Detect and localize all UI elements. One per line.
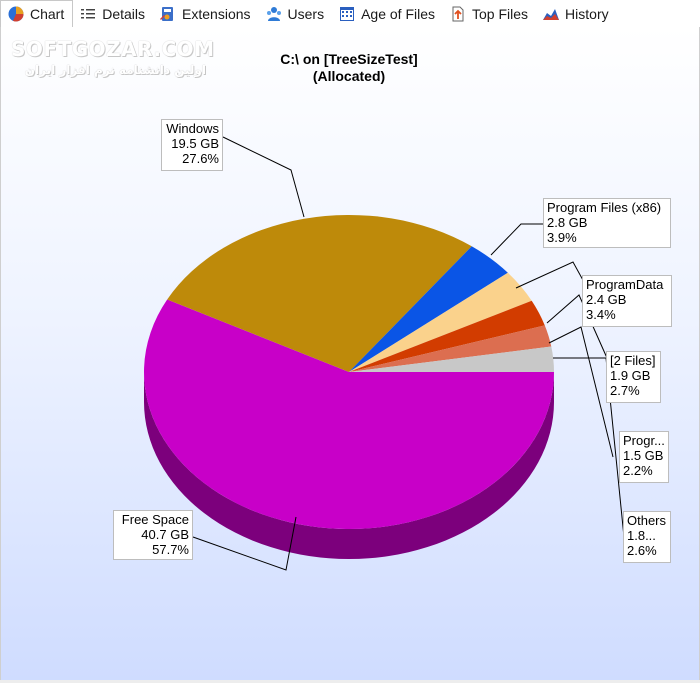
tab-age-of-files[interactable]: Age of Files	[332, 0, 443, 27]
pie-chart	[143, 136, 627, 571]
users-icon	[265, 5, 283, 23]
chart-title: C:\ on [TreeSizeTest] (Allocated)	[249, 51, 449, 85]
pie-slice-2[interactable]	[349, 246, 508, 372]
slice-label: [2 Files] 1.9 GB 2.7%	[606, 351, 661, 403]
bottom-strip	[0, 680, 700, 683]
pie-slices	[143, 215, 554, 529]
tab-bar: Chart Details Extensions Users Age of Fi…	[0, 0, 700, 28]
leader-line	[222, 136, 305, 218]
slice-label-size: 19.5 GB	[171, 136, 219, 151]
tab-history[interactable]: History	[536, 0, 617, 27]
leader-line	[546, 294, 612, 368]
tab-users[interactable]: Users	[259, 0, 333, 27]
chart-title-line2: (Allocated)	[312, 68, 386, 84]
top-files-icon	[449, 5, 467, 23]
slice-label-percent: 2.6%	[627, 543, 657, 558]
leader-line	[490, 223, 543, 256]
chart-panel: SOFTGOZAR.COM اولین دانشنامه نرم افزار ا…	[0, 27, 700, 681]
chart-title-line1: C:\ on [TreeSizeTest]	[280, 51, 418, 67]
slice-label-size: 40.7 GB	[141, 527, 189, 542]
slice-label-percent: 27.6%	[182, 151, 219, 166]
watermark: SOFTGOZAR.COM اولین دانشنامه نرم افزار ا…	[11, 37, 215, 77]
slice-label-size: 2.8 GB	[547, 215, 588, 230]
slice-label: Free Space 40.7 GB 57.7%	[113, 510, 193, 560]
extensions-icon	[159, 5, 177, 23]
pie-chart-icon	[7, 5, 25, 23]
tab-chart[interactable]: Chart	[0, 0, 74, 28]
tab-label: Users	[287, 5, 325, 22]
slice-label: Others 1.8... 2.6%	[623, 511, 671, 563]
tab-label: Chart	[30, 6, 65, 22]
tab-extensions[interactable]: Extensions	[153, 0, 258, 27]
slice-label-percent: 57.7%	[152, 542, 189, 557]
pie-slice-5[interactable]	[349, 325, 552, 372]
slice-label-percent: 2.7%	[610, 383, 640, 398]
tab-label: Extensions	[182, 5, 251, 22]
tab-top-files[interactable]: Top Files	[443, 0, 536, 27]
tab-label: Age of Files	[361, 5, 436, 22]
slice-label-name: Free Space	[121, 512, 189, 527]
pie-sides	[144, 372, 554, 559]
details-list-icon	[79, 5, 97, 23]
history-icon	[542, 5, 560, 23]
slice-label-name: Others	[627, 513, 667, 528]
pie-slice-1[interactable]	[167, 215, 472, 372]
pie-slice-0[interactable]	[143, 299, 554, 529]
slice-label: ProgramData 2.4 GB 3.4%	[582, 275, 672, 327]
slice-label-size: 2.4 GB	[586, 292, 627, 307]
slice-label: Windows 19.5 GB 27.6%	[161, 119, 223, 171]
tab-label: History	[565, 5, 609, 22]
slice-label-percent: 3.9%	[547, 230, 577, 245]
leader-line	[192, 516, 297, 571]
slice-label-percent: 3.4%	[586, 307, 616, 322]
slice-label: Progr... 1.5 GB 2.2%	[619, 431, 669, 483]
tab-label: Top Files	[472, 5, 529, 22]
tab-details[interactable]: Details	[73, 0, 153, 27]
pie-slice-4[interactable]	[349, 300, 545, 372]
slice-label-size: 1.9 GB	[610, 368, 651, 383]
calendar-icon	[338, 5, 356, 23]
slice-label-name: Progr...	[623, 433, 665, 448]
watermark-text: SOFTGOZAR.COM	[11, 37, 215, 61]
leader-line	[548, 326, 614, 458]
slice-label-name: Program Files (x86)	[547, 200, 662, 215]
watermark-subtext: اولین دانشنامه نرم افزار ایران	[24, 63, 206, 77]
slice-label-percent: 2.2%	[623, 463, 653, 478]
slice-label-size: 1.5 GB	[623, 448, 664, 463]
slice-label-size: 1.8...	[627, 528, 656, 543]
tab-label: Details	[102, 5, 146, 22]
leader-lines	[192, 136, 627, 571]
pie-slice-3[interactable]	[349, 272, 532, 372]
slice-label: Program Files (x86) 2.8 GB 3.9%	[543, 198, 671, 248]
slice-label-name: [2 Files]	[610, 353, 656, 368]
pie-side-0	[144, 372, 554, 559]
slice-label-name: Windows	[166, 121, 219, 136]
slice-label-name: ProgramData	[586, 277, 664, 292]
pie-slice-6[interactable]	[349, 346, 554, 372]
